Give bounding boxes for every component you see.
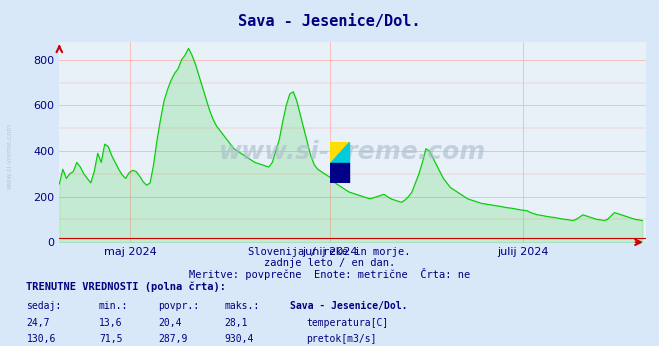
Text: Meritve: povprečne  Enote: metrične  Črta: ne: Meritve: povprečne Enote: metrične Črta:… — [189, 268, 470, 280]
Text: 930,4: 930,4 — [224, 334, 254, 344]
Text: sedaj:: sedaj: — [26, 301, 61, 311]
Text: 13,6: 13,6 — [99, 318, 123, 328]
Text: temperatura[C]: temperatura[C] — [306, 318, 389, 328]
Bar — [330, 163, 349, 183]
Text: zadnje leto / en dan.: zadnje leto / en dan. — [264, 258, 395, 268]
Text: Sava - Jesenice/Dol.: Sava - Jesenice/Dol. — [290, 301, 407, 311]
Text: 24,7: 24,7 — [26, 318, 50, 328]
Text: TRENUTNE VREDNOSTI (polna črta):: TRENUTNE VREDNOSTI (polna črta): — [26, 282, 226, 292]
Text: min.:: min.: — [99, 301, 129, 311]
Text: 28,1: 28,1 — [224, 318, 248, 328]
Text: www.si-vreme.com: www.si-vreme.com — [7, 122, 13, 189]
Text: maks.:: maks.: — [224, 301, 259, 311]
Text: Slovenija / reke in morje.: Slovenija / reke in morje. — [248, 247, 411, 257]
Text: pretok[m3/s]: pretok[m3/s] — [306, 334, 377, 344]
Text: 71,5: 71,5 — [99, 334, 123, 344]
Text: www.si-vreme.com: www.si-vreme.com — [219, 140, 486, 164]
Polygon shape — [330, 142, 349, 163]
Text: 287,9: 287,9 — [158, 334, 188, 344]
Text: Sava - Jesenice/Dol.: Sava - Jesenice/Dol. — [239, 14, 420, 29]
Text: povpr.:: povpr.: — [158, 301, 199, 311]
Polygon shape — [330, 142, 349, 163]
Text: 20,4: 20,4 — [158, 318, 182, 328]
Text: 130,6: 130,6 — [26, 334, 56, 344]
